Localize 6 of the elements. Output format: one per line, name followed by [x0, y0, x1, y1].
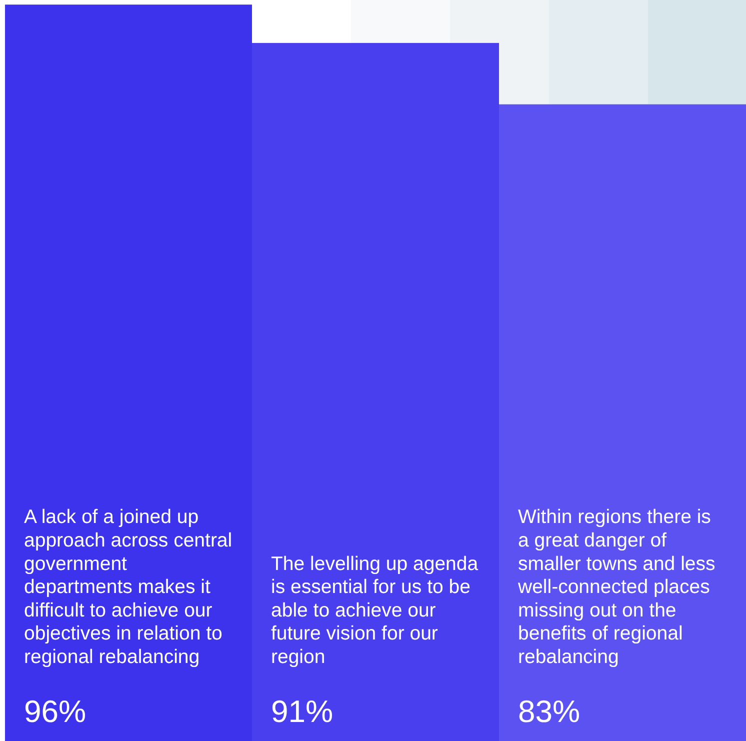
x-tick-label: Within regions there is a great danger of smaller towns and less well-connected places missing out on the benefits of regional rebalancing	[517, 506, 716, 668]
data-label: 83%	[518, 694, 580, 729]
x-tick-label: The levelling up agenda is essential for us to be able to achieve our future vision for our region	[271, 552, 478, 668]
x-tick-label: A lack of a joined up approach across central government departments makes it difficult to achieve our objectives in relation to regional rebalancing	[24, 506, 232, 668]
data-label: 96%	[24, 694, 86, 729]
data-label: 91%	[271, 694, 334, 729]
